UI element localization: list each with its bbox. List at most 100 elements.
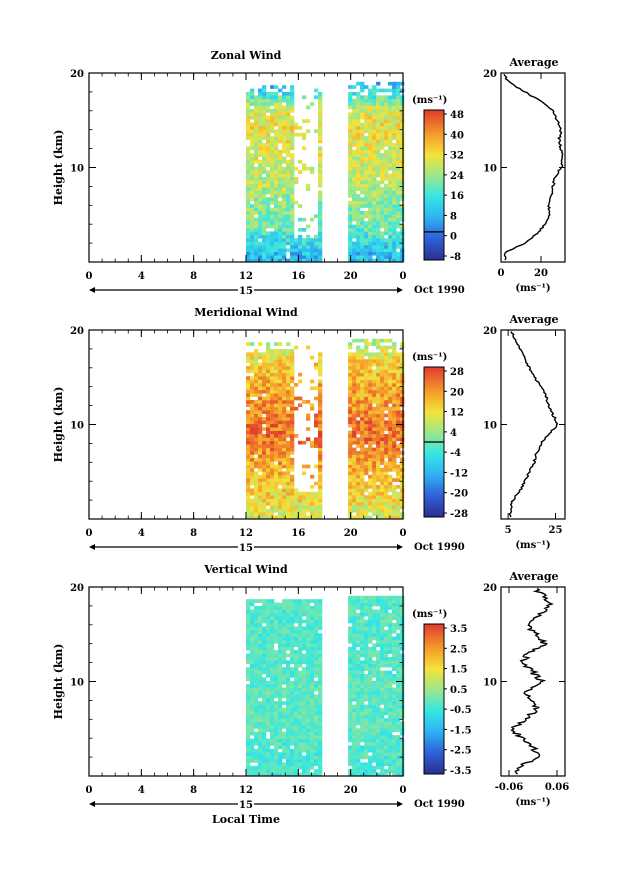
heatmap-cell <box>400 636 405 641</box>
heatmap-cell <box>250 765 255 770</box>
heatmap-cell <box>262 772 267 777</box>
heatmap-cell <box>392 451 397 455</box>
heatmap-cell <box>368 88 373 93</box>
heatmap-cell <box>348 478 353 482</box>
heatmap-cell <box>294 731 299 736</box>
heatmap-cell <box>246 714 251 719</box>
heatmap-cell <box>384 602 389 607</box>
heatmap-cell <box>258 132 263 137</box>
heatmap-cell <box>348 177 353 181</box>
heatmap-cell <box>262 447 267 452</box>
heatmap-cell <box>246 653 251 658</box>
heatmap-cell <box>384 170 389 174</box>
heatmap-cell <box>282 372 287 377</box>
heatmap-cell <box>298 687 303 692</box>
heatmap-cell <box>364 660 369 665</box>
heatmap-cell <box>286 502 291 506</box>
heatmap-cell <box>352 765 357 770</box>
heatmap-cell <box>290 163 295 168</box>
heatmap-cell <box>352 595 357 600</box>
heatmap-cell <box>254 349 259 353</box>
heatmap-cell <box>368 126 373 130</box>
heatmap-cell <box>368 238 373 242</box>
heatmap-cell <box>380 677 385 682</box>
heatmap-cell <box>368 461 373 465</box>
heatmap-cell <box>302 759 307 763</box>
heatmap-cell <box>348 691 353 695</box>
heatmap-cell <box>318 403 323 408</box>
heatmap-cell <box>380 393 385 397</box>
heatmap-cell <box>380 389 385 394</box>
day-arrow-right <box>397 544 403 550</box>
heatmap-cell <box>290 190 295 195</box>
heatmap-cell <box>368 417 373 421</box>
heatmap-cell <box>258 393 263 397</box>
heatmap-cell <box>270 194 275 198</box>
heatmap-cell <box>364 349 369 353</box>
heatmap-cell <box>372 129 377 134</box>
heatmap-cell <box>302 132 307 137</box>
heatmap-cell <box>278 762 283 767</box>
heatmap-cell <box>376 221 381 225</box>
heatmap-cell <box>352 623 357 627</box>
heatmap-cell <box>266 633 271 637</box>
heatmap-cell <box>250 173 255 178</box>
heatmap-cell <box>278 136 283 140</box>
heatmap-cell <box>278 241 283 246</box>
heatmap-cell <box>392 423 397 428</box>
heatmap-cell <box>254 623 259 627</box>
heatmap-cell <box>364 697 369 702</box>
heatmap-cell <box>310 515 315 520</box>
heatmap-cell <box>356 491 361 496</box>
heatmap-cell <box>388 423 393 428</box>
heatmap-cell <box>282 389 287 394</box>
heatmap-cell <box>278 474 283 479</box>
heatmap-cell <box>348 132 353 137</box>
heatmap-cell <box>278 183 283 188</box>
heatmap-cell <box>384 694 389 699</box>
heatmap-cell <box>360 173 365 178</box>
heatmap-cell <box>254 674 259 678</box>
heatmap-cell <box>388 619 393 624</box>
heatmap-cell <box>400 228 405 232</box>
heatmap-cell <box>318 481 323 486</box>
heatmap-cell <box>262 251 267 256</box>
heatmap-cell <box>266 98 271 103</box>
heatmap-cell <box>356 102 361 106</box>
heatmap-cell <box>388 231 393 236</box>
heatmap-cell <box>270 423 275 428</box>
heatmap-cell <box>302 633 307 637</box>
heatmap-cell <box>384 112 389 117</box>
heatmap-cell <box>392 461 397 465</box>
heatmap-cell <box>376 139 381 144</box>
heatmap-cell <box>400 674 405 678</box>
heatmap-cell <box>368 454 373 459</box>
heatmap-cell <box>368 495 373 499</box>
colorbar-tick-label: -0.5 <box>450 705 472 716</box>
heatmap-cell <box>274 687 279 692</box>
heatmap-cell <box>356 762 361 767</box>
heatmap-cell <box>318 451 323 455</box>
heatmap-cell <box>318 633 323 637</box>
heatmap-cell <box>348 143 353 147</box>
heatmap-cell <box>306 670 311 675</box>
heatmap-cell <box>262 109 267 113</box>
heatmap-cell <box>318 505 323 510</box>
heatmap-cell <box>246 616 251 620</box>
heatmap-cell <box>294 122 299 127</box>
heatmap-cell <box>274 102 279 106</box>
heatmap-cell <box>294 626 299 631</box>
heatmap-cell <box>396 718 401 722</box>
heatmap-cell <box>380 731 385 736</box>
heatmap-cell <box>250 214 255 219</box>
heatmap-cell <box>388 194 393 198</box>
heatmap-cell <box>388 684 393 688</box>
heatmap-cell <box>250 670 255 675</box>
heatmap-cell <box>396 643 401 648</box>
heatmap-cell <box>258 694 263 699</box>
heatmap-cell <box>282 366 287 370</box>
colorbar-tick-label: 12 <box>450 408 464 419</box>
heatmap-cell <box>266 177 271 181</box>
heatmap-cell <box>266 646 271 651</box>
heatmap-cell <box>274 454 279 459</box>
